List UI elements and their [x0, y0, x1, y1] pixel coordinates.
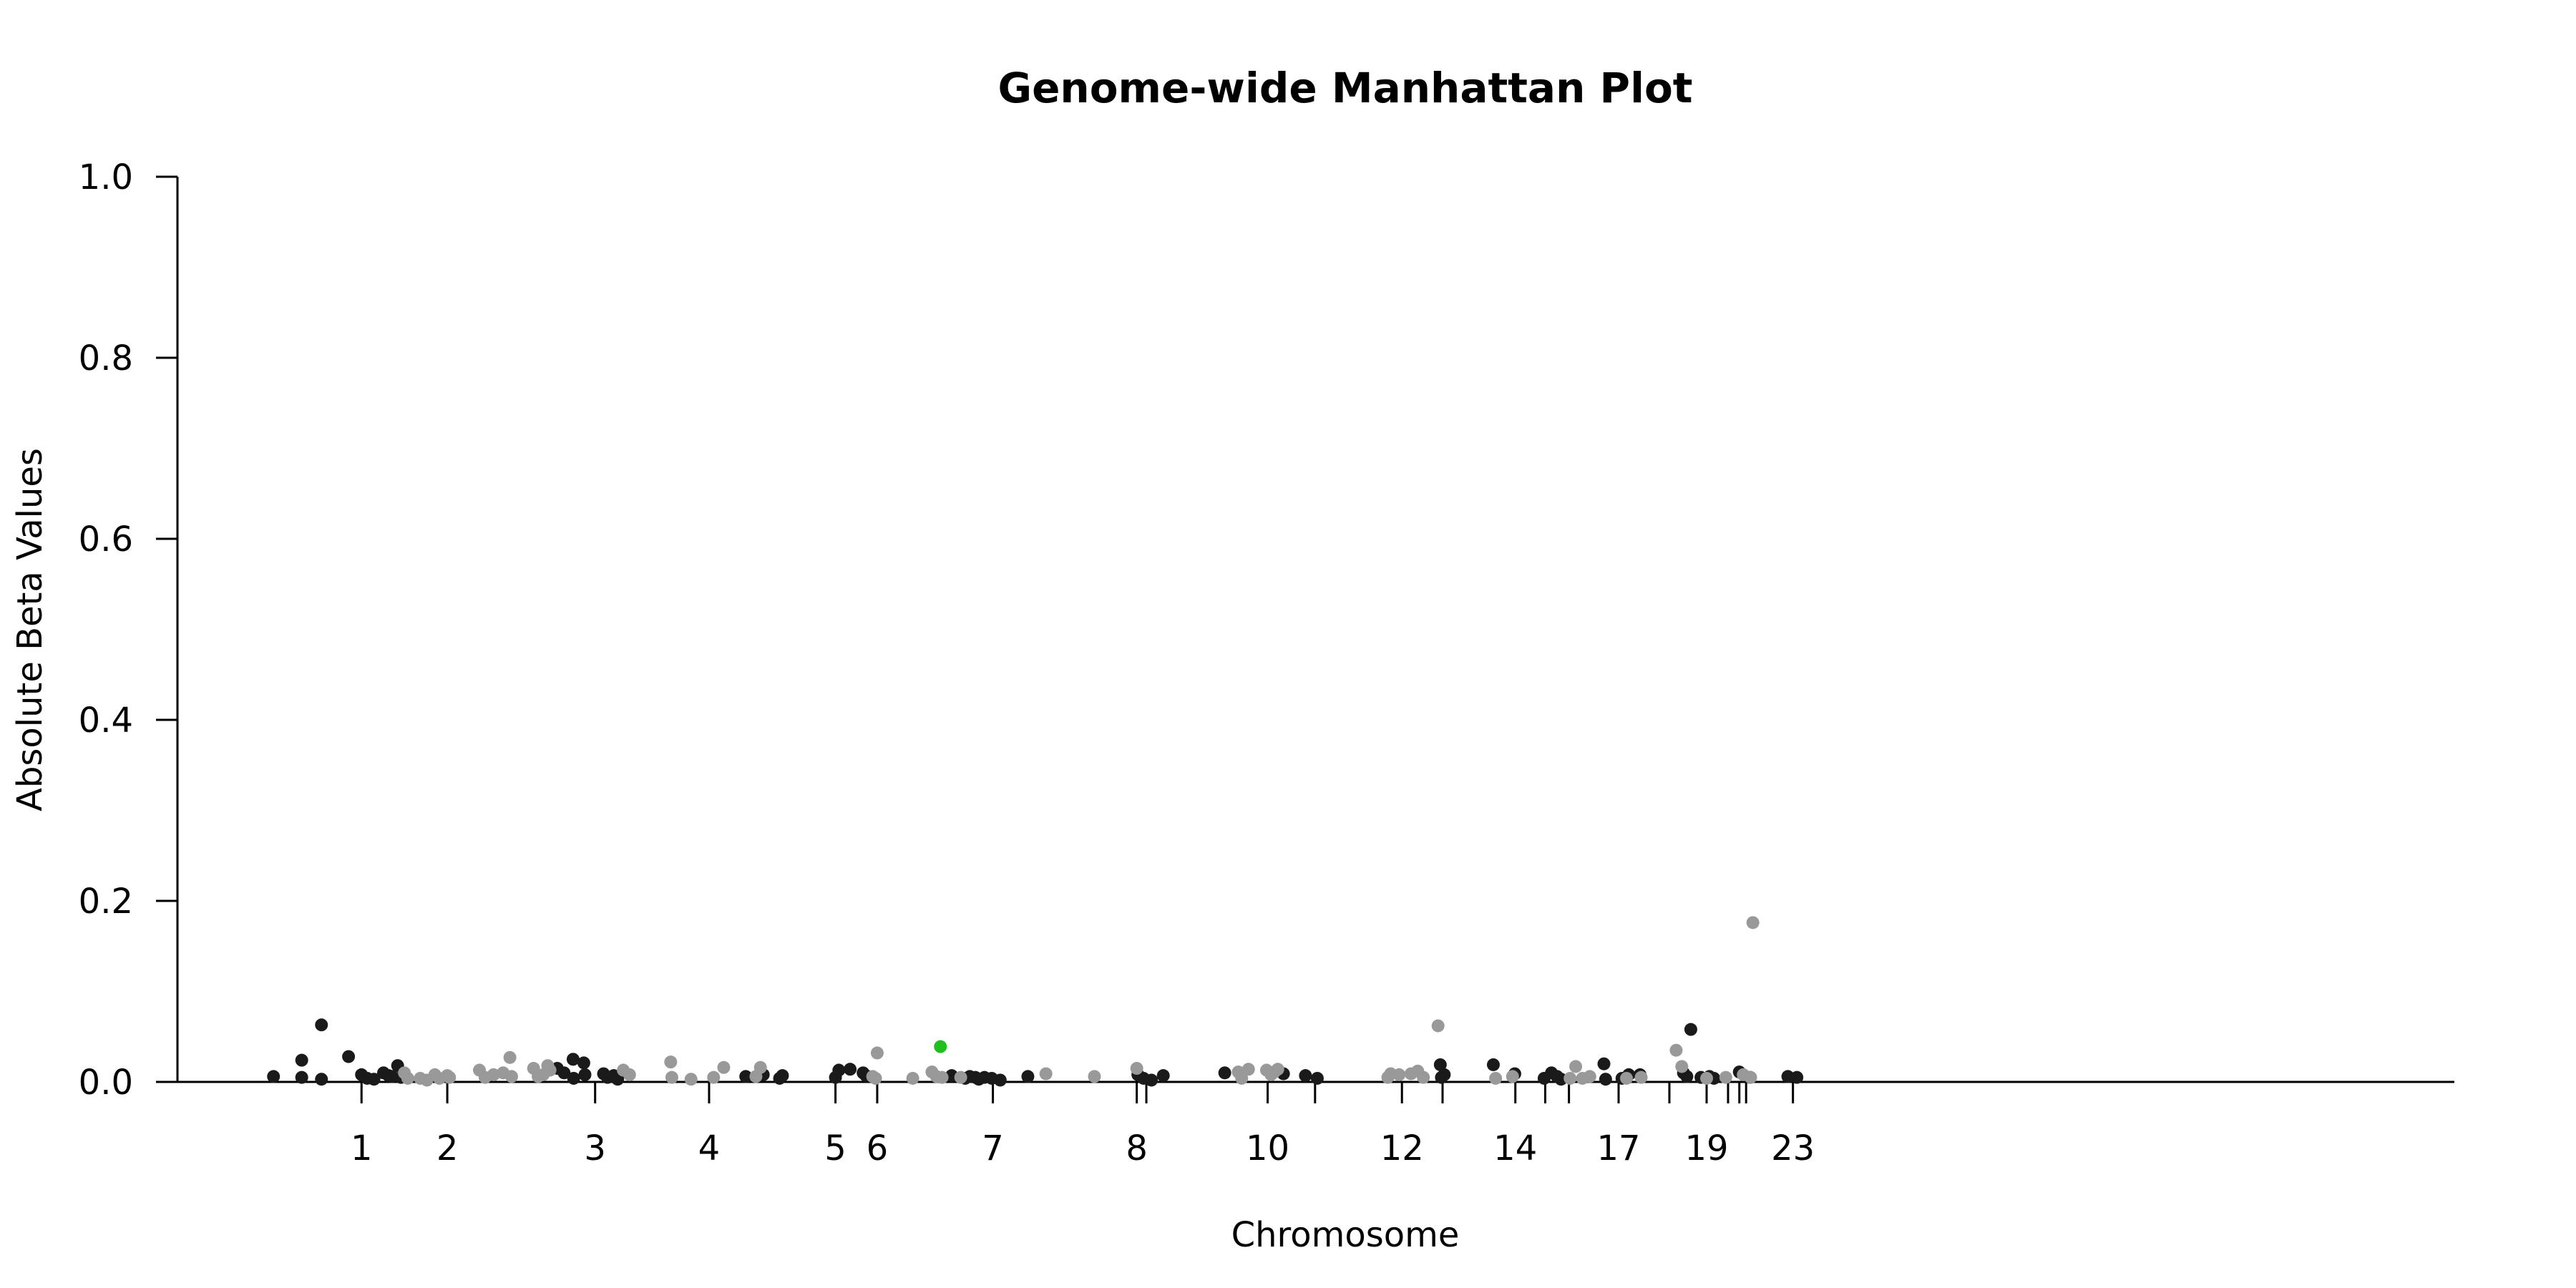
y-axis-label: Absolute Beta Values [10, 448, 50, 811]
data-point [1583, 1070, 1596, 1083]
data-point [1669, 1043, 1683, 1057]
data-point [1299, 1069, 1312, 1083]
x-tick-label: 10 [1246, 1128, 1289, 1169]
y-tick-label: 0.6 [79, 519, 133, 560]
x-tick-label: 5 [824, 1128, 847, 1169]
data-point [832, 1063, 846, 1077]
data-point [664, 1055, 678, 1069]
x-ticks: 1 2 3 4 5 6 7 8 10 12 14 17 19 23 [351, 1082, 1815, 1169]
x-tick-label: 8 [1126, 1128, 1148, 1169]
data-point [1620, 1071, 1634, 1085]
data-point [557, 1066, 571, 1080]
data-point [1431, 1019, 1445, 1033]
data-point [776, 1069, 789, 1083]
data-point [1271, 1063, 1284, 1076]
data-point [443, 1070, 457, 1084]
y-tick-label: 0.2 [79, 882, 133, 922]
x-tick-label: 23 [1771, 1128, 1815, 1169]
data-point [906, 1071, 919, 1085]
data-point [1680, 1070, 1694, 1083]
data-point [1130, 1062, 1143, 1075]
data-point [870, 1046, 884, 1060]
data-point [1417, 1070, 1430, 1084]
data-point [342, 1050, 356, 1063]
data-point [1145, 1073, 1158, 1087]
x-tick-label: 3 [584, 1128, 606, 1169]
data-point [1563, 1071, 1577, 1085]
data-point [1486, 1058, 1500, 1071]
data-point [1746, 916, 1760, 930]
x-tick-label: 17 [1596, 1128, 1640, 1169]
data-point [665, 1070, 678, 1084]
data-point [623, 1068, 636, 1081]
data-point [934, 1040, 947, 1053]
x-tick-label: 7 [982, 1128, 1004, 1169]
data-point [566, 1053, 580, 1066]
data-point [1675, 1060, 1689, 1073]
data-point [739, 1070, 753, 1083]
data-point [504, 1070, 518, 1083]
data-point [315, 1018, 328, 1032]
data-point [315, 1073, 328, 1086]
data-point [267, 1070, 280, 1083]
data-point [295, 1053, 308, 1067]
data-point [707, 1070, 721, 1084]
x-tick-label: 19 [1684, 1128, 1728, 1169]
data-point [954, 1070, 967, 1084]
data-point [577, 1056, 590, 1070]
data-point [1506, 1070, 1519, 1083]
data-point [1392, 1068, 1406, 1081]
chart-title: Genome-wide Manhattan Plot [997, 64, 1692, 112]
data-point [1599, 1073, 1612, 1086]
data-point [1039, 1067, 1053, 1080]
data-point [1744, 1070, 1757, 1084]
data-point [1310, 1071, 1324, 1085]
data-point [1569, 1060, 1583, 1073]
x-tick-label: 12 [1380, 1128, 1424, 1169]
x-tick-label: 14 [1493, 1128, 1537, 1169]
data-point [1241, 1063, 1255, 1076]
data-point [1684, 1023, 1697, 1036]
data-point [1088, 1070, 1101, 1083]
data-point [1218, 1066, 1231, 1080]
data-point [684, 1073, 698, 1086]
data-point [503, 1050, 517, 1064]
data-point [367, 1073, 381, 1086]
data-point [578, 1068, 592, 1081]
data-point [1438, 1068, 1451, 1081]
data-point [1021, 1070, 1035, 1083]
data-point [543, 1063, 557, 1077]
data-point [717, 1060, 731, 1074]
data-point [1235, 1071, 1249, 1085]
data-point [487, 1068, 500, 1081]
x-tick-label: 2 [436, 1128, 459, 1169]
data-point [1433, 1058, 1447, 1071]
data-point [1489, 1071, 1503, 1085]
data-point [1790, 1070, 1804, 1084]
data-point [993, 1073, 1007, 1087]
data-point [844, 1063, 857, 1076]
data-point [1719, 1070, 1732, 1084]
data-point [1156, 1069, 1170, 1083]
x-axis-label: Chromosome [1231, 1215, 1460, 1255]
data-point [567, 1071, 580, 1085]
data-point [869, 1071, 882, 1085]
x-tick-label: 6 [867, 1128, 889, 1169]
data-points [267, 916, 1804, 1087]
y-tick-label: 0.0 [79, 1063, 133, 1103]
y-tick-label: 0.8 [79, 338, 133, 379]
data-point [753, 1060, 767, 1074]
data-point [401, 1071, 414, 1085]
data-point [1700, 1071, 1714, 1085]
y-tick-label: 1.0 [79, 157, 133, 197]
x-tick-label: 1 [351, 1128, 373, 1169]
data-point [1597, 1057, 1611, 1070]
data-point [1634, 1070, 1648, 1084]
y-tick-label: 0.4 [79, 701, 133, 741]
x-tick-label: 4 [698, 1128, 721, 1169]
data-point [295, 1070, 308, 1084]
data-point [935, 1070, 949, 1084]
y-ticks: 0.0 0.2 0.4 0.6 0.8 1.0 [79, 157, 177, 1103]
